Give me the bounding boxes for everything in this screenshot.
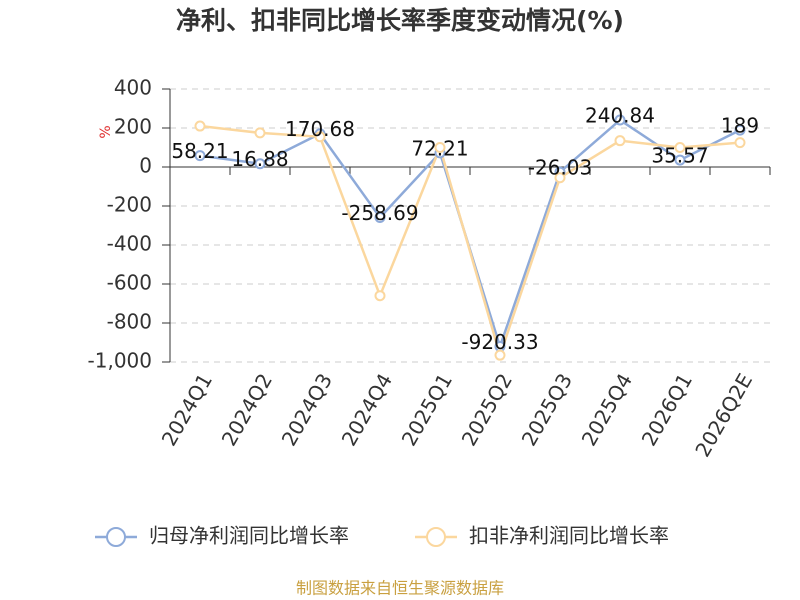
x-tick-label: 2024Q4 <box>337 369 397 450</box>
point <box>614 135 626 147</box>
source-note: 制图数据来自恒生聚源数据库 <box>296 579 504 598</box>
point <box>674 154 686 166</box>
point <box>614 114 626 126</box>
y-tick-label: 200 <box>114 115 152 139</box>
x-tick-label: 2025Q2 <box>457 369 517 450</box>
data-label: 72.21 <box>411 136 468 160</box>
series-line <box>199 124 741 360</box>
point <box>734 137 746 149</box>
y-tick-label: 0 <box>139 154 152 178</box>
point <box>374 290 386 302</box>
chart-title: 净利、扣非同比增长率季度变动情况(%) <box>176 6 624 35</box>
point <box>374 211 386 223</box>
data-label: -258.69 <box>341 201 418 225</box>
legend-label: 归母净利润同比增长率 <box>149 524 349 548</box>
y-tick-label: -200 <box>107 193 152 217</box>
data-label: 58.21 <box>171 139 228 163</box>
point <box>554 172 566 184</box>
x-tick-label: 2025Q1 <box>397 369 457 450</box>
point <box>734 124 746 136</box>
legend-label: 扣非净利润同比增长率 <box>469 524 669 548</box>
y-unit: % <box>98 125 114 138</box>
point <box>314 131 326 143</box>
data-label: 170.68 <box>285 117 355 141</box>
x-tick-label: 2025Q3 <box>517 369 577 450</box>
y-tick-label: 400 <box>114 76 152 100</box>
data-label: -26.03 <box>528 156 592 180</box>
legend-marker <box>426 527 446 547</box>
data-label: -920.33 <box>461 330 538 354</box>
data-label: 240.84 <box>585 104 655 128</box>
x-tick-label: 2025Q4 <box>577 369 637 450</box>
data-label: 189 <box>721 114 759 138</box>
x-tick-label: 2024Q1 <box>157 369 217 450</box>
point <box>434 142 446 153</box>
y-tick-label: -800 <box>107 310 152 334</box>
point <box>254 158 266 170</box>
x-tick-label: 2024Q2 <box>217 369 277 450</box>
legend-marker <box>106 527 126 547</box>
data-label: 35.57 <box>651 144 708 168</box>
point <box>194 150 206 162</box>
data-label: 16.88 <box>231 147 288 171</box>
x-tick-label: 2026Q2E <box>690 369 757 461</box>
x-tick-label: 2024Q3 <box>277 369 337 450</box>
point <box>494 349 506 361</box>
y-tick-label: -1,000 <box>88 349 152 373</box>
point <box>674 142 686 153</box>
x-tick-label: 2026Q1 <box>637 369 697 450</box>
y-tick-label: -600 <box>107 271 152 295</box>
point <box>254 127 266 139</box>
y-tick-label: -400 <box>107 232 152 256</box>
point <box>194 120 206 132</box>
